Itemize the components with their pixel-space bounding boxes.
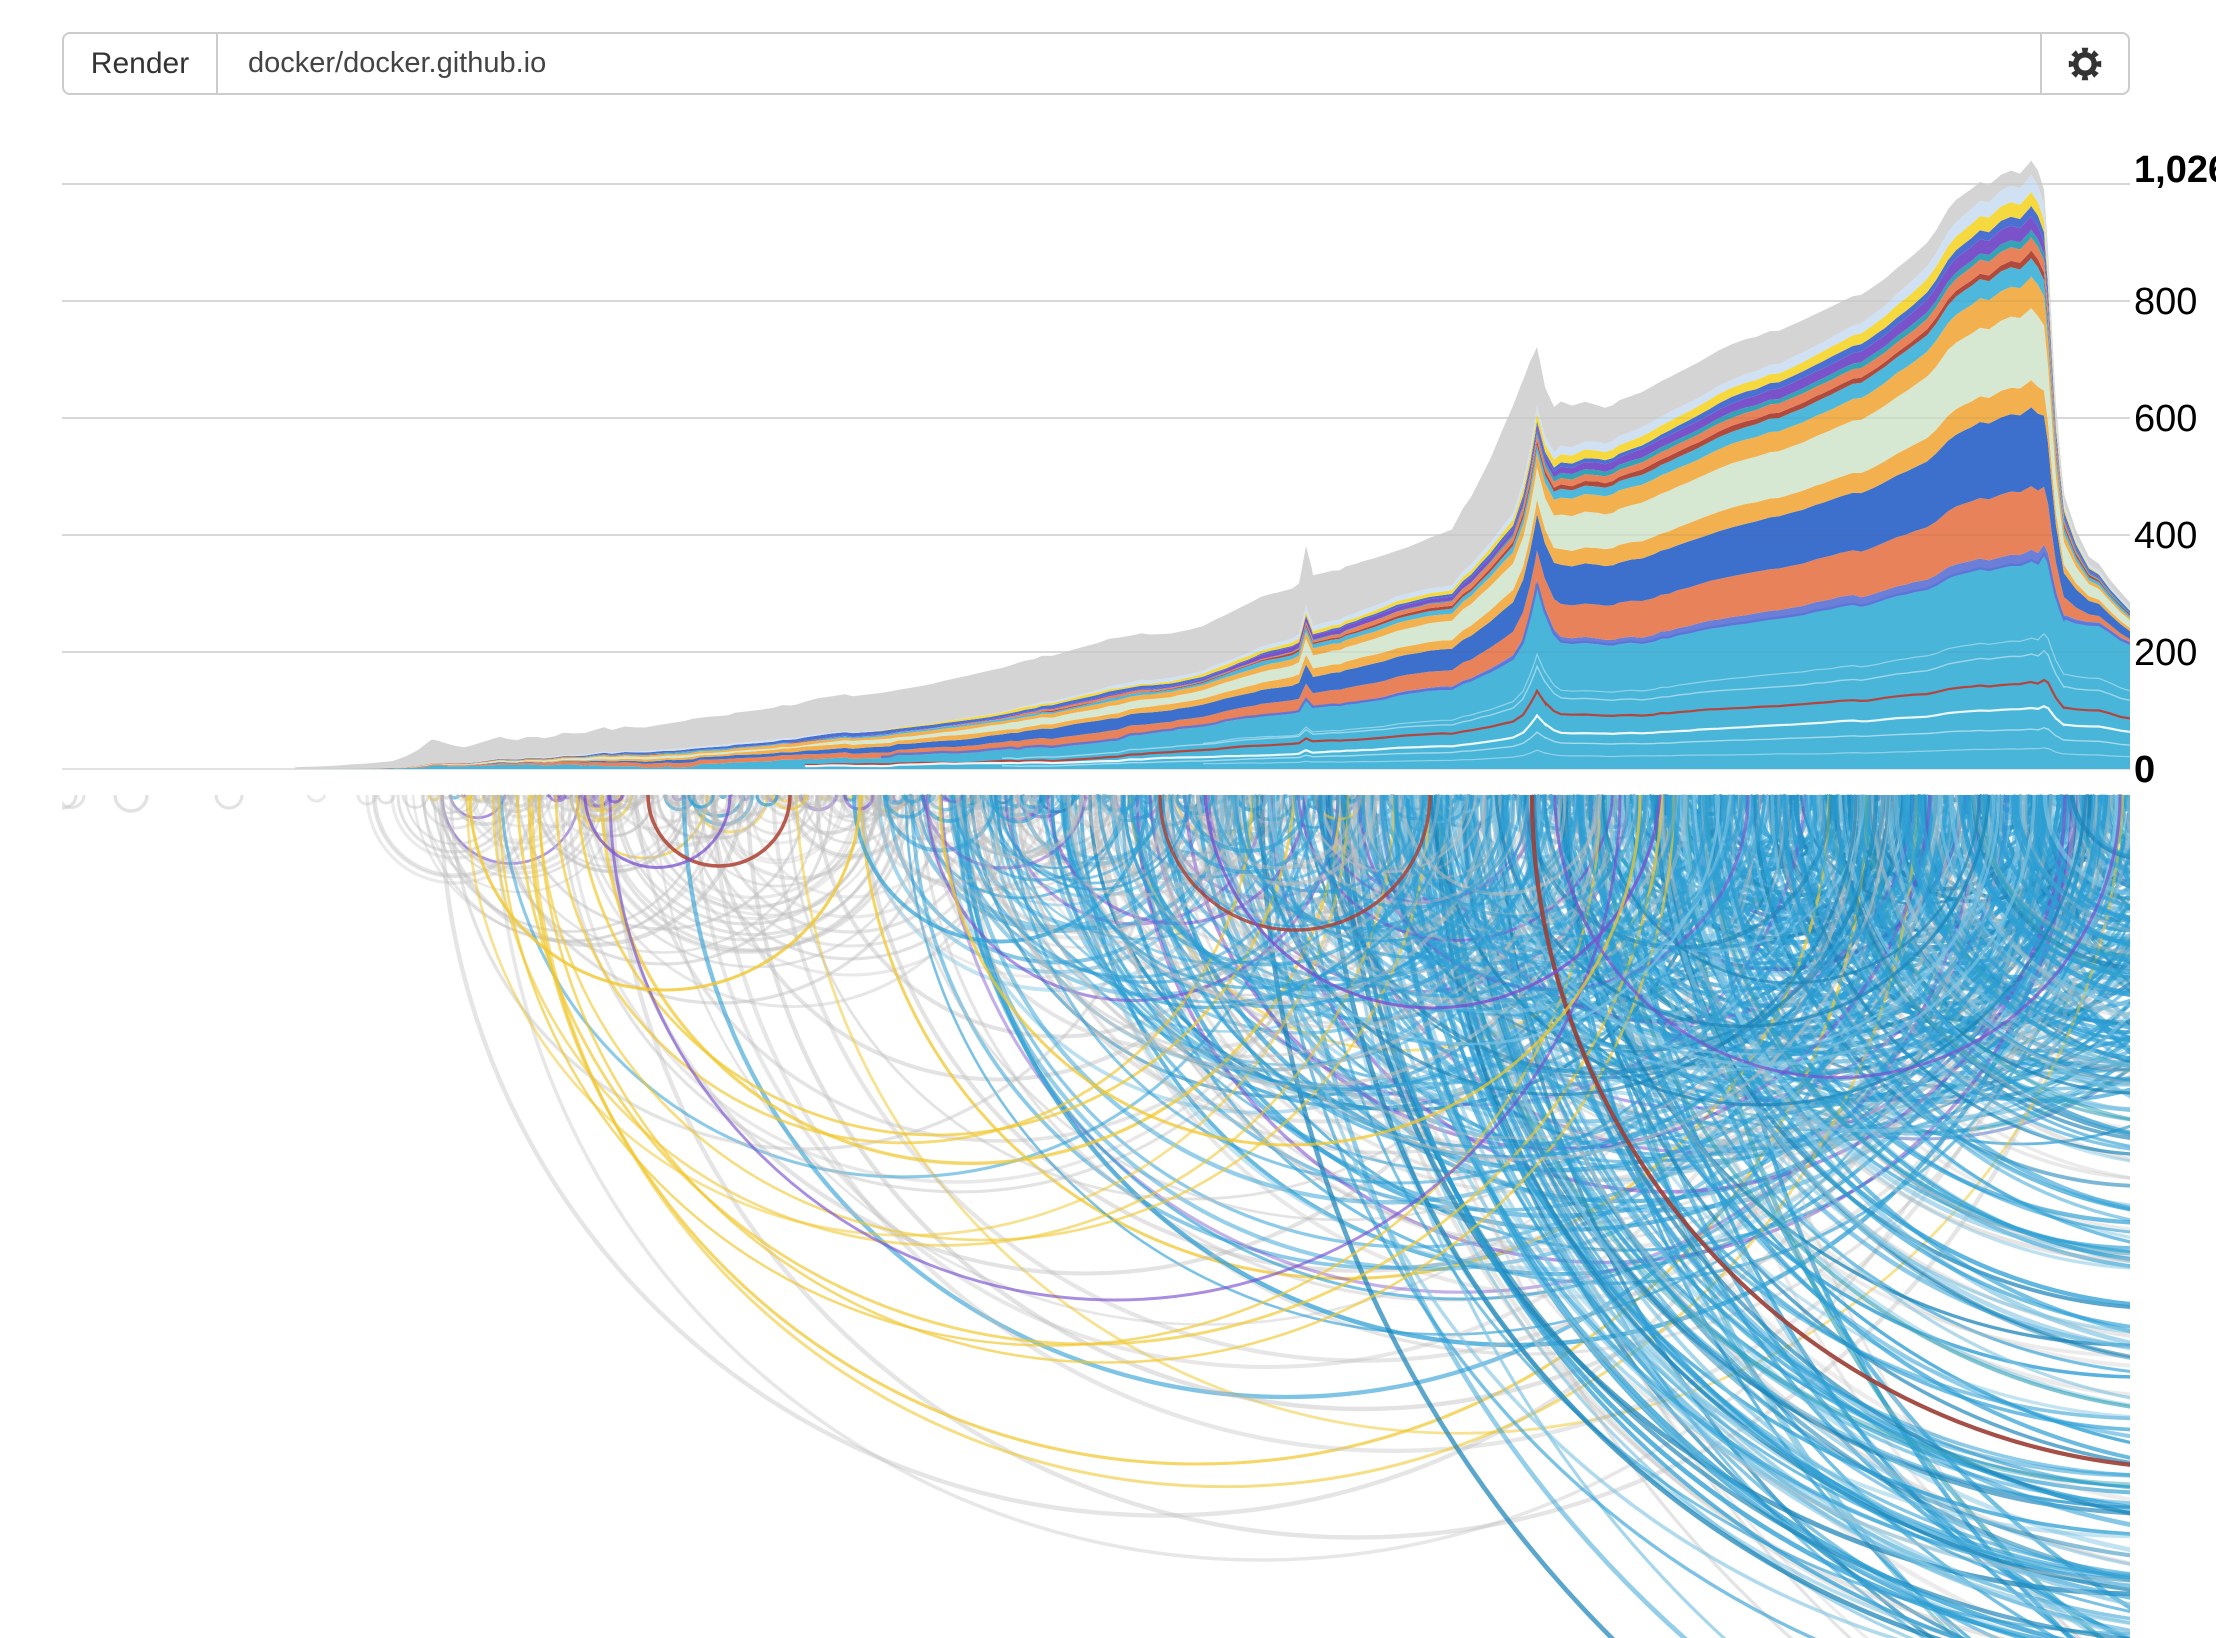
svg-text:600: 600 xyxy=(2134,398,2197,440)
svg-text:800: 800 xyxy=(2134,281,2197,323)
svg-text:1,026: 1,026 xyxy=(2134,149,2216,191)
svg-text:0: 0 xyxy=(2134,749,2155,791)
svg-text:200: 200 xyxy=(2134,632,2197,674)
svg-text:400: 400 xyxy=(2134,515,2197,557)
